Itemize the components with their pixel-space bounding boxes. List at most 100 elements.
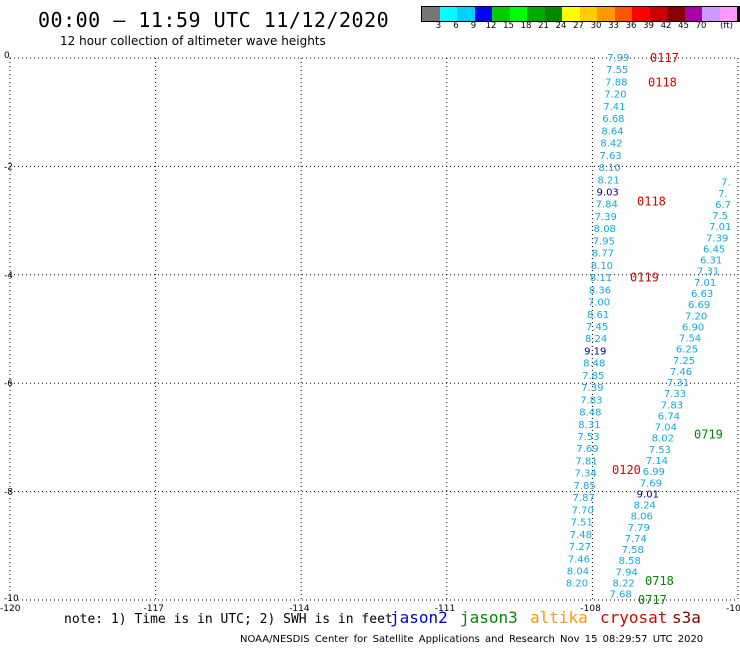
scale-label: (ft) [720,21,733,31]
swh-value: 8.31 [578,420,600,431]
swh-value: 6.63 [691,289,713,300]
swh-value: 8.06 [631,512,653,523]
swh-value: 7.01 [709,222,731,233]
swh-value: 7.00 [588,298,610,309]
scale-swatch [422,7,440,21]
scale-swatch [579,7,597,21]
swh-value: 7.74 [625,534,647,545]
swh-value: 7.46 [670,367,692,378]
lat-tick-label: -10 [4,594,19,604]
swh-value: 7.34 [574,469,596,480]
scale-swatch [474,7,492,21]
scale-label: 15 [503,21,514,31]
swh-value: 7.31 [697,267,719,278]
scale-swatch [439,7,457,21]
lon-tick-label: -117 [144,604,164,614]
lat-tick-label: -2 [4,162,13,172]
swh-value: 7.85 [582,371,604,382]
swh-value: 9.01 [637,489,659,500]
scale-swatch [667,7,685,21]
scale-label: 6 [453,21,459,31]
scale-swatch [684,7,702,21]
swh-value: 8.21 [597,175,619,186]
swh-value: 7.70 [572,505,594,516]
swh-value: 7.48 [570,530,592,541]
swh-value: 7.94 [616,567,638,578]
swh-value: 7.14 [646,456,668,467]
swh-value: 7.99 [607,53,629,64]
swh-value: 7.45 [586,322,608,333]
swh-value: 8.48 [579,408,601,419]
swh-value: 7.31 [667,378,689,389]
swh-value: 8.64 [601,126,623,137]
swh-value: 7.83 [580,395,602,406]
swh-value: 7.54 [679,334,701,345]
swh-value: 7.83 [661,400,683,411]
swh-value: 8.24 [585,334,607,345]
swh-value: 8.36 [589,285,611,296]
swh-value: 9.03 [597,187,619,198]
swh-value: 7.68 [610,590,632,601]
scale-label: 30 [590,21,602,31]
swh-value: 7.63 [599,151,621,162]
scale-label: 42 [660,21,672,31]
swh-value: 6.99 [643,467,665,478]
scale-swatch [632,7,650,21]
swh-value: 7.95 [593,236,615,247]
swh-value: 7.87 [573,493,595,504]
swh-value: 6.31 [700,256,722,267]
swh-value: 7.69 [640,478,662,489]
swh-value: 8.10 [591,261,613,272]
swh-value: 7.58 [622,545,644,556]
swh-value: 8.48 [583,359,605,370]
pass-time-label: 0119 [630,271,659,285]
swh-value: 7.53 [577,432,599,443]
swh-value: 7.39 [706,233,728,244]
swh-value: 7. [721,178,731,189]
swh-value: 8.10 [598,163,620,174]
swh-value: 7.01 [694,278,716,289]
swh-value: 7.39 [595,212,617,223]
units-note: note: 1) Time is in UTC; 2) SWH is in fe… [64,612,393,627]
lon-tick-label: -108 [580,604,601,614]
swh-value: 7.25 [673,356,695,367]
swh-value: 6.7 [715,200,731,211]
pass-time-label: 0719 [694,428,723,442]
swh-value: 7.55 [606,65,628,76]
swh-value: 8.42 [600,139,622,150]
scale-swatch [509,7,527,21]
swh-value: 7.20 [604,90,626,101]
scale-label: 27 [573,21,584,31]
swh-value: 7.69 [576,444,598,455]
swh-value: 6.90 [682,322,704,333]
lon-tick-label: -111 [435,604,455,614]
swh-value: 6.25 [676,345,698,356]
scale-label: 39 [643,21,654,31]
scale-label: 9 [470,21,477,31]
lon-tick-label: -114 [289,604,310,614]
swh-value: 7.84 [596,200,618,211]
scale-swatch [492,7,510,21]
satellite-legend-item: jason3 [460,608,518,627]
swh-value: 8.77 [592,249,614,260]
swh-value: 9.19 [584,346,606,357]
pass-time-label: 0117 [650,51,679,65]
swh-value: 6.74 [658,411,680,422]
scale-label: 3 [435,21,442,31]
scale-label: 24 [555,21,567,31]
swh-value: 7.33 [664,389,686,400]
footer-credit: NOAA/NESDIS Center for Satellite Applica… [240,634,704,645]
scale-label: 12 [485,21,497,31]
swh-value: 7. [718,189,728,200]
swh-value: 7.41 [603,102,625,113]
lat-tick-label: 0 [4,51,10,61]
swh-value: 7.79 [628,523,650,534]
satellite-legend-item: cryosat [600,608,668,627]
swh-value: 7.85 [574,481,596,492]
swh-value: 8.20 [566,579,588,590]
scale-swatch [527,7,545,21]
map-subtitle: 12 hour collection of altimeter wave hei… [60,34,326,48]
scale-swatch [457,7,475,21]
swh-value: 8.02 [652,434,674,445]
